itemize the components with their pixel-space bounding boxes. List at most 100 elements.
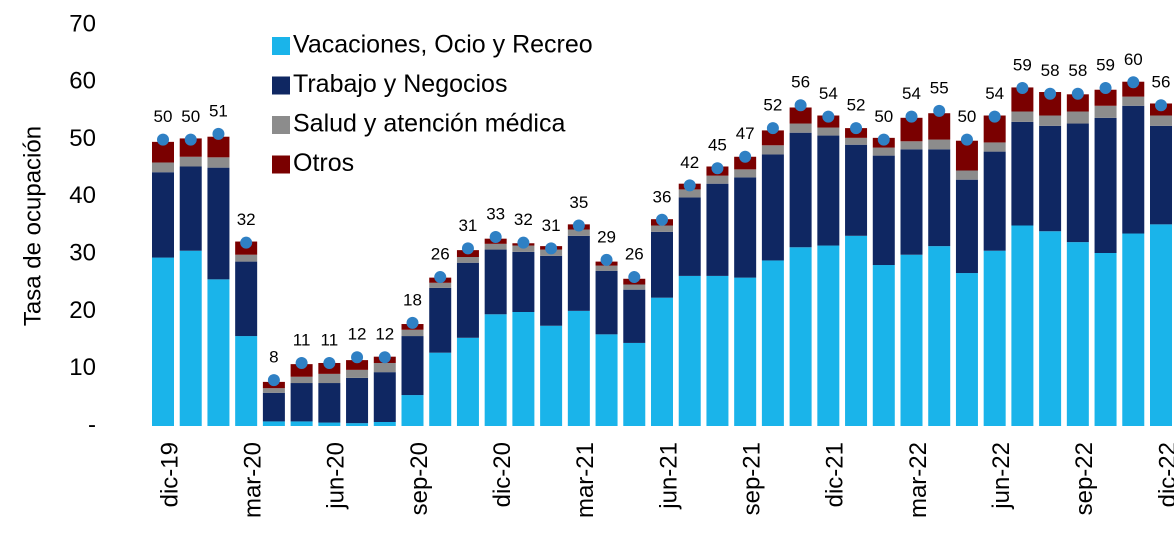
bar-segment	[1011, 121, 1034, 226]
data-label: 50	[957, 107, 976, 126]
bar-segment	[1150, 115, 1172, 126]
data-label: 11	[293, 330, 311, 349]
x-tick-label: mar-22	[905, 442, 932, 518]
bar-segment	[1039, 231, 1062, 426]
legend-label: Otros	[293, 149, 354, 177]
y-tick-label: 20	[69, 297, 96, 324]
bar-segment	[678, 197, 701, 276]
total-marker	[988, 110, 1001, 123]
bar-segment	[152, 257, 174, 426]
y-tick-label: 40	[69, 182, 96, 209]
data-label: 8	[269, 348, 278, 367]
bar-segment	[955, 140, 978, 171]
bar-segment	[290, 376, 313, 384]
bar-segment	[595, 334, 618, 426]
bar-segment	[734, 277, 757, 426]
data-label: 31	[542, 216, 561, 235]
legend-swatch	[272, 76, 290, 95]
bar-segment	[179, 166, 202, 251]
bar-segment	[623, 284, 646, 290]
bar-segment	[761, 130, 784, 146]
bar-segment	[235, 254, 258, 262]
total-marker	[1071, 87, 1084, 100]
bar-segment	[179, 250, 202, 426]
y-tick-label: 50	[69, 125, 96, 152]
data-label: 12	[375, 325, 394, 344]
legend-swatch	[272, 155, 290, 174]
data-label: 55	[930, 78, 949, 97]
total-marker	[184, 133, 197, 146]
bar-segment	[789, 247, 812, 426]
bar-segment	[456, 337, 479, 426]
bar-segment	[817, 135, 840, 246]
bar-segment	[1066, 242, 1089, 426]
bar-segment	[401, 329, 424, 337]
bar-segment	[817, 245, 840, 426]
bar-segment	[179, 138, 202, 157]
bar-segment	[429, 287, 452, 353]
data-label: 52	[847, 96, 866, 115]
x-tick-label: mar-20	[240, 442, 267, 518]
bar-segment	[373, 372, 396, 422]
bar-segment	[1122, 233, 1145, 426]
data-label: 58	[1068, 61, 1087, 80]
bar-segment	[373, 362, 396, 373]
x-tick-label: dic-20	[489, 442, 516, 507]
bar-segment	[207, 279, 230, 426]
bar-segment	[761, 145, 784, 155]
bar-segment	[845, 137, 868, 145]
total-marker	[600, 253, 613, 266]
bar-segment	[1011, 225, 1034, 426]
bar-segment	[207, 136, 230, 158]
bar-segment	[540, 255, 563, 326]
bar-segment	[346, 377, 369, 424]
bar-segment	[318, 383, 341, 423]
bar-segment	[983, 115, 1006, 143]
data-label: 18	[403, 290, 422, 309]
bar-segment	[152, 162, 174, 173]
total-marker	[517, 236, 530, 249]
bar-segment	[595, 265, 618, 271]
bar-segment	[1094, 252, 1117, 426]
bar-segment	[1039, 92, 1062, 116]
bar-segment	[845, 144, 868, 236]
data-label: 59	[1096, 55, 1115, 74]
bar-segment	[1066, 94, 1089, 112]
total-marker	[877, 133, 890, 146]
x-tick-label: dic-21	[822, 442, 849, 507]
data-label: 12	[348, 325, 367, 344]
data-label: 60	[1124, 50, 1143, 69]
bar-segment	[595, 270, 618, 335]
y-tick-label: 60	[69, 68, 96, 95]
bar-segment	[734, 156, 757, 170]
total-marker	[489, 230, 502, 243]
bar-segment	[1150, 224, 1172, 426]
bar-segment	[900, 141, 923, 150]
bar-segment	[401, 395, 424, 426]
bar-segment	[955, 179, 978, 274]
bar-segment	[346, 423, 369, 426]
bar-segment	[983, 250, 1006, 426]
x-tick-label: dic-19	[156, 442, 183, 507]
bar-segment	[900, 117, 923, 142]
bar-segment	[456, 262, 479, 338]
data-label: 35	[569, 193, 588, 212]
data-label: 32	[514, 210, 533, 229]
total-marker	[1044, 87, 1057, 100]
data-label: 54	[819, 84, 838, 103]
bar-segment	[179, 156, 202, 167]
x-tick-label: sep-20	[406, 442, 433, 515]
bar-segment	[623, 289, 646, 343]
bar-segment	[207, 167, 230, 280]
bar-segment	[651, 225, 673, 232]
bar-segment	[789, 132, 812, 248]
total-marker	[822, 110, 835, 123]
bar-segment	[734, 169, 757, 178]
legend-label: Vacaciones, Ocio y Recreo	[293, 31, 593, 59]
bar-segment	[540, 325, 563, 426]
bar-segment	[872, 147, 895, 156]
bar-segment	[262, 388, 285, 393]
data-label: 50	[181, 107, 200, 126]
total-marker	[1099, 82, 1112, 95]
total-marker	[628, 271, 641, 284]
